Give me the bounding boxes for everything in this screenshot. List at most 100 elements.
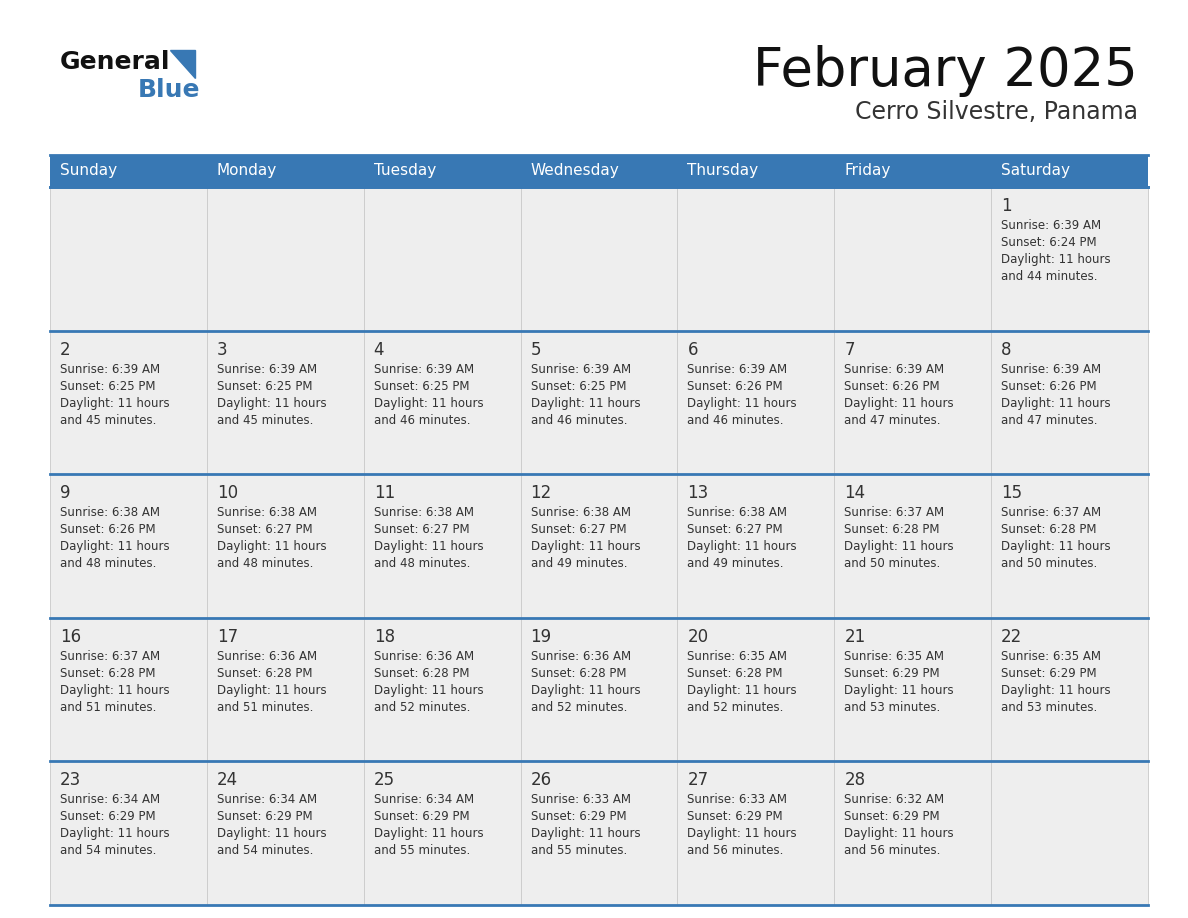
- Bar: [364, 761, 520, 905]
- Text: Sunrise: 6:35 AM: Sunrise: 6:35 AM: [1001, 650, 1101, 663]
- Text: Sunset: 6:25 PM: Sunset: 6:25 PM: [217, 380, 312, 393]
- Text: and 55 minutes.: and 55 minutes.: [531, 845, 627, 857]
- Bar: [207, 475, 364, 618]
- Text: Sunset: 6:24 PM: Sunset: 6:24 PM: [1001, 236, 1097, 249]
- Text: and 54 minutes.: and 54 minutes.: [217, 845, 314, 857]
- Text: Daylight: 11 hours: Daylight: 11 hours: [217, 827, 327, 840]
- Bar: [364, 618, 520, 761]
- Text: Sunrise: 6:38 AM: Sunrise: 6:38 AM: [217, 506, 317, 520]
- Text: and 49 minutes.: and 49 minutes.: [531, 557, 627, 570]
- Text: 3: 3: [217, 341, 227, 359]
- Text: Daylight: 11 hours: Daylight: 11 hours: [374, 397, 484, 409]
- Text: 17: 17: [217, 628, 238, 645]
- Text: Daylight: 11 hours: Daylight: 11 hours: [845, 684, 954, 697]
- Text: 26: 26: [531, 771, 551, 789]
- Text: 2: 2: [61, 341, 70, 359]
- Text: and 53 minutes.: and 53 minutes.: [845, 700, 941, 714]
- Text: Daylight: 11 hours: Daylight: 11 hours: [688, 397, 797, 409]
- Text: Sunset: 6:28 PM: Sunset: 6:28 PM: [61, 666, 156, 680]
- Text: Sunrise: 6:39 AM: Sunrise: 6:39 AM: [374, 363, 474, 375]
- Text: 5: 5: [531, 341, 541, 359]
- Bar: [677, 330, 834, 475]
- Text: Daylight: 11 hours: Daylight: 11 hours: [1001, 540, 1111, 554]
- Text: Sunset: 6:27 PM: Sunset: 6:27 PM: [374, 523, 469, 536]
- Bar: [520, 761, 677, 905]
- Text: Sunday: Sunday: [61, 163, 118, 178]
- Text: and 46 minutes.: and 46 minutes.: [531, 414, 627, 427]
- Text: Sunset: 6:29 PM: Sunset: 6:29 PM: [217, 811, 312, 823]
- Text: Sunrise: 6:39 AM: Sunrise: 6:39 AM: [61, 363, 160, 375]
- Text: Sunrise: 6:38 AM: Sunrise: 6:38 AM: [61, 506, 160, 520]
- Text: and 52 minutes.: and 52 minutes.: [688, 700, 784, 714]
- Text: and 47 minutes.: and 47 minutes.: [1001, 414, 1098, 427]
- Text: and 46 minutes.: and 46 minutes.: [688, 414, 784, 427]
- Text: Sunset: 6:29 PM: Sunset: 6:29 PM: [845, 666, 940, 680]
- Text: Sunset: 6:25 PM: Sunset: 6:25 PM: [374, 380, 469, 393]
- Text: Sunset: 6:28 PM: Sunset: 6:28 PM: [1001, 523, 1097, 536]
- Text: 19: 19: [531, 628, 551, 645]
- Bar: [520, 618, 677, 761]
- Text: Blue: Blue: [138, 78, 201, 102]
- Text: Sunrise: 6:34 AM: Sunrise: 6:34 AM: [217, 793, 317, 806]
- Text: Daylight: 11 hours: Daylight: 11 hours: [1001, 253, 1111, 266]
- Bar: [677, 475, 834, 618]
- Text: Friday: Friday: [845, 163, 891, 178]
- Text: Daylight: 11 hours: Daylight: 11 hours: [61, 827, 170, 840]
- Text: Sunrise: 6:39 AM: Sunrise: 6:39 AM: [217, 363, 317, 375]
- Text: 25: 25: [374, 771, 394, 789]
- Text: 13: 13: [688, 484, 709, 502]
- Text: Sunset: 6:26 PM: Sunset: 6:26 PM: [61, 523, 156, 536]
- Text: Sunset: 6:27 PM: Sunset: 6:27 PM: [688, 523, 783, 536]
- Text: Sunrise: 6:37 AM: Sunrise: 6:37 AM: [61, 650, 160, 663]
- Text: 15: 15: [1001, 484, 1022, 502]
- Text: and 44 minutes.: and 44 minutes.: [1001, 270, 1098, 283]
- Text: Wednesday: Wednesday: [531, 163, 619, 178]
- Text: and 51 minutes.: and 51 minutes.: [61, 700, 157, 714]
- Text: Daylight: 11 hours: Daylight: 11 hours: [531, 827, 640, 840]
- Text: Sunset: 6:26 PM: Sunset: 6:26 PM: [845, 380, 940, 393]
- Text: Sunset: 6:28 PM: Sunset: 6:28 PM: [531, 666, 626, 680]
- Text: and 45 minutes.: and 45 minutes.: [61, 414, 157, 427]
- Bar: [834, 618, 991, 761]
- Bar: [991, 155, 1148, 187]
- Text: Sunset: 6:29 PM: Sunset: 6:29 PM: [374, 811, 469, 823]
- Text: Sunrise: 6:38 AM: Sunrise: 6:38 AM: [374, 506, 474, 520]
- Text: Sunrise: 6:37 AM: Sunrise: 6:37 AM: [1001, 506, 1101, 520]
- Bar: [677, 187, 834, 330]
- Text: Daylight: 11 hours: Daylight: 11 hours: [217, 684, 327, 697]
- Bar: [991, 330, 1148, 475]
- Text: Sunrise: 6:35 AM: Sunrise: 6:35 AM: [845, 650, 944, 663]
- Text: 27: 27: [688, 771, 708, 789]
- Text: 20: 20: [688, 628, 708, 645]
- Text: Sunset: 6:29 PM: Sunset: 6:29 PM: [1001, 666, 1097, 680]
- Text: Daylight: 11 hours: Daylight: 11 hours: [688, 540, 797, 554]
- Text: Sunset: 6:27 PM: Sunset: 6:27 PM: [531, 523, 626, 536]
- Text: 16: 16: [61, 628, 81, 645]
- Text: and 52 minutes.: and 52 minutes.: [531, 700, 627, 714]
- Bar: [520, 155, 677, 187]
- Text: 4: 4: [374, 341, 384, 359]
- Text: and 50 minutes.: and 50 minutes.: [845, 557, 941, 570]
- Text: Sunrise: 6:33 AM: Sunrise: 6:33 AM: [688, 793, 788, 806]
- Text: Sunrise: 6:39 AM: Sunrise: 6:39 AM: [688, 363, 788, 375]
- Text: and 51 minutes.: and 51 minutes.: [217, 700, 314, 714]
- Text: Sunrise: 6:32 AM: Sunrise: 6:32 AM: [845, 793, 944, 806]
- Text: Tuesday: Tuesday: [374, 163, 436, 178]
- Bar: [50, 475, 207, 618]
- Text: Sunset: 6:25 PM: Sunset: 6:25 PM: [531, 380, 626, 393]
- Bar: [677, 761, 834, 905]
- Text: Sunrise: 6:33 AM: Sunrise: 6:33 AM: [531, 793, 631, 806]
- Text: Sunset: 6:28 PM: Sunset: 6:28 PM: [845, 523, 940, 536]
- Bar: [520, 475, 677, 618]
- Text: Sunrise: 6:39 AM: Sunrise: 6:39 AM: [531, 363, 631, 375]
- Text: Sunrise: 6:38 AM: Sunrise: 6:38 AM: [688, 506, 788, 520]
- Bar: [50, 155, 207, 187]
- Text: Sunset: 6:26 PM: Sunset: 6:26 PM: [1001, 380, 1097, 393]
- Text: Sunset: 6:28 PM: Sunset: 6:28 PM: [688, 666, 783, 680]
- Text: Daylight: 11 hours: Daylight: 11 hours: [374, 827, 484, 840]
- Bar: [50, 187, 207, 330]
- Text: Daylight: 11 hours: Daylight: 11 hours: [61, 397, 170, 409]
- Bar: [207, 761, 364, 905]
- Text: 8: 8: [1001, 341, 1012, 359]
- Text: Daylight: 11 hours: Daylight: 11 hours: [61, 540, 170, 554]
